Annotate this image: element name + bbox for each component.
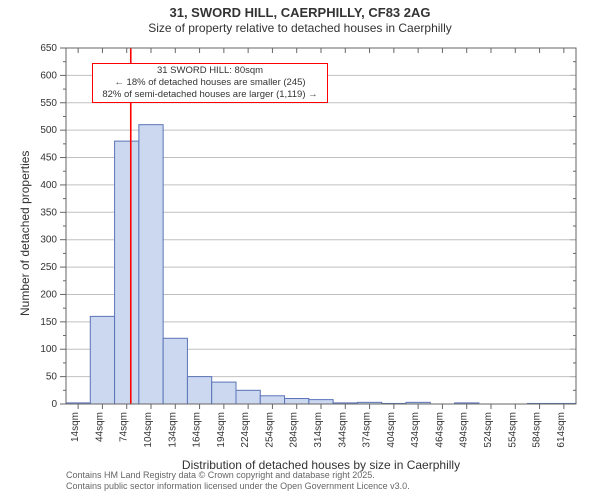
svg-text:400: 400 (40, 180, 57, 191)
svg-text:164sqm: 164sqm (192, 412, 203, 448)
svg-text:584sqm: 584sqm (532, 412, 543, 448)
histogram-bar (212, 382, 236, 404)
histogram-bar (139, 125, 163, 404)
svg-text:350: 350 (40, 207, 57, 218)
histogram-bar (260, 396, 284, 404)
annotation-line: 31 SWORD HILL: 80sqm (95, 65, 325, 77)
histogram-bar (163, 338, 187, 404)
svg-text:434sqm: 434sqm (410, 412, 421, 448)
svg-text:550: 550 (40, 98, 57, 109)
footer-attribution: Contains HM Land Registry data © Crown c… (66, 470, 410, 492)
svg-text:500: 500 (40, 125, 57, 136)
svg-text:344sqm: 344sqm (337, 412, 348, 448)
svg-text:74sqm: 74sqm (119, 412, 130, 442)
svg-text:284sqm: 284sqm (289, 412, 300, 448)
histogram-bar (285, 399, 309, 404)
svg-text:614sqm: 614sqm (556, 412, 567, 448)
y-axis-label: Number of detached properties (18, 151, 32, 316)
histogram-bar (115, 141, 139, 404)
svg-text:150: 150 (40, 317, 57, 328)
svg-text:314sqm: 314sqm (313, 412, 324, 448)
annotation-box: 31 SWORD HILL: 80sqm ← 18% of detached h… (92, 63, 328, 103)
histogram-bar (309, 400, 333, 404)
svg-text:600: 600 (40, 70, 57, 81)
svg-text:224sqm: 224sqm (240, 412, 251, 448)
footer-line: Contains HM Land Registry data © Crown c… (66, 470, 410, 481)
svg-text:0: 0 (51, 399, 57, 410)
svg-text:300: 300 (40, 235, 57, 246)
svg-text:104sqm: 104sqm (143, 412, 154, 448)
footer-line: Contains public sector information licen… (66, 481, 410, 492)
histogram-bar (90, 316, 114, 404)
svg-text:554sqm: 554sqm (507, 412, 518, 448)
svg-text:134sqm: 134sqm (167, 412, 178, 448)
svg-text:50: 50 (46, 372, 58, 383)
svg-text:374sqm: 374sqm (362, 412, 373, 448)
svg-text:44sqm: 44sqm (94, 412, 105, 442)
histogram-bar (236, 390, 260, 404)
svg-text:254sqm: 254sqm (264, 412, 275, 448)
svg-text:100: 100 (40, 344, 57, 355)
svg-text:404sqm: 404sqm (386, 412, 397, 448)
svg-text:650: 650 (40, 43, 57, 54)
annotation-line: ← 18% of detached houses are smaller (24… (95, 77, 325, 89)
svg-text:494sqm: 494sqm (459, 412, 470, 448)
svg-text:524sqm: 524sqm (483, 412, 494, 448)
histogram-bar (187, 377, 211, 404)
svg-text:194sqm: 194sqm (216, 412, 227, 448)
annotation-line: 82% of semi-detached houses are larger (… (95, 89, 325, 101)
svg-text:250: 250 (40, 262, 57, 273)
svg-text:464sqm: 464sqm (434, 412, 445, 448)
svg-text:14sqm: 14sqm (70, 412, 81, 442)
svg-text:450: 450 (40, 153, 57, 164)
svg-text:200: 200 (40, 289, 57, 300)
